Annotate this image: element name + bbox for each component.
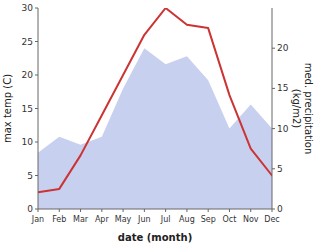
plot-area (38, 8, 272, 209)
y-tick (35, 108, 38, 109)
x-tick-label: Aug (179, 215, 195, 224)
x-tick-label: Nov (243, 215, 259, 224)
x-tick-label: May (115, 215, 132, 224)
x-tick-label: Apr (95, 215, 110, 224)
y-tick-label: 30 (22, 3, 34, 13)
x-tick-label: Jan (31, 215, 44, 224)
x-tick (38, 209, 39, 212)
y2-tick-label: 15 (277, 83, 288, 93)
x-tick-label: Dec (264, 215, 279, 224)
x-tick (80, 209, 81, 212)
line (38, 8, 272, 192)
x-axis-label: date (month) (118, 232, 192, 243)
x-tick (165, 209, 166, 212)
y-tick (35, 142, 38, 143)
y2-tick (272, 88, 275, 89)
x-tick (123, 209, 124, 212)
y-tick (35, 41, 38, 42)
y-tick-label: 15 (22, 104, 33, 114)
y2-axis-line (272, 8, 273, 209)
chart: 0 5 10 15 20 25 30 0 5 10 15 20 Jan Feb Mar Apr May Jun Ju… (0, 0, 318, 247)
x-tick-label: Mar (73, 215, 89, 224)
y2-tick-label: 10 (277, 124, 289, 134)
area (38, 48, 272, 209)
y2-tick (272, 128, 275, 129)
y-axis-label: max temp (C) (2, 74, 13, 143)
x-tick-label: Jun (137, 215, 151, 224)
y-tick (35, 175, 38, 176)
y-tick (35, 75, 38, 76)
y-tick-label: 5 (27, 171, 33, 181)
y-tick-label: 20 (22, 70, 34, 80)
x-tick-label: Feb (52, 215, 66, 224)
x-tick (144, 209, 145, 212)
y2-axis-label: med. precipitation(kg/m2) (291, 63, 314, 155)
x-tick (250, 209, 251, 212)
x-tick-label: Jul (160, 215, 171, 224)
x-tick (101, 209, 102, 212)
x-tick (59, 209, 60, 212)
x-tick (186, 209, 187, 212)
y2-tick (272, 48, 275, 49)
x-tick (208, 209, 209, 212)
y2-tick-label: 20 (277, 43, 289, 53)
y-tick-label: 25 (22, 37, 33, 47)
y2-tick-label: 5 (277, 164, 283, 174)
x-tick-label: Sep (201, 215, 216, 224)
y-tick-label: 10 (22, 137, 34, 147)
y-tick (35, 8, 38, 9)
y2-tick-label: 0 (277, 204, 283, 214)
x-tick-label: Oct (223, 215, 237, 224)
x-axis-line (38, 209, 272, 210)
y-tick-label: 0 (27, 204, 33, 214)
x-tick (272, 209, 273, 212)
x-tick (229, 209, 230, 212)
y2-tick (272, 168, 275, 169)
